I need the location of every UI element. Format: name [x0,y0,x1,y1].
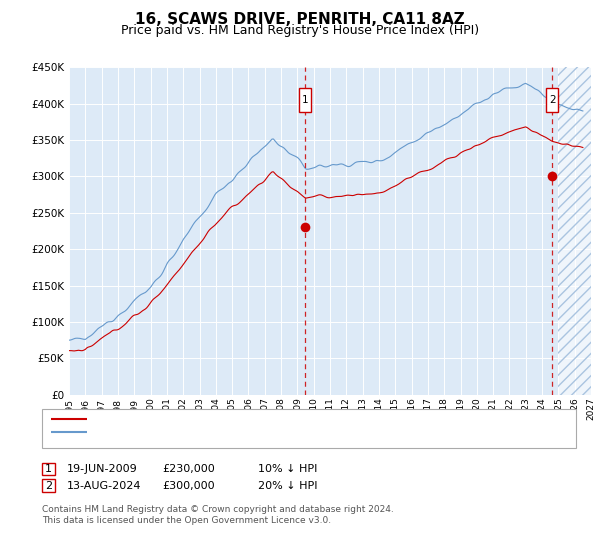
Text: £230,000: £230,000 [162,464,215,474]
Text: 2: 2 [549,95,556,105]
Text: 19-JUN-2009: 19-JUN-2009 [67,464,138,474]
Text: 1: 1 [302,95,308,105]
Text: 1: 1 [45,464,52,474]
Text: Contains HM Land Registry data © Crown copyright and database right 2024.
This d: Contains HM Land Registry data © Crown c… [42,505,394,525]
Text: 2: 2 [45,480,52,491]
FancyBboxPatch shape [547,88,558,111]
Bar [559,67,591,395]
Bar [559,67,591,395]
Text: 16, SCAWS DRIVE, PENRITH, CA11 8AZ: 16, SCAWS DRIVE, PENRITH, CA11 8AZ [135,12,465,27]
Text: 10% ↓ HPI: 10% ↓ HPI [258,464,317,474]
Text: 13-AUG-2024: 13-AUG-2024 [67,480,142,491]
FancyBboxPatch shape [299,88,311,111]
Text: 16, SCAWS DRIVE, PENRITH, CA11 8AZ (detached house): 16, SCAWS DRIVE, PENRITH, CA11 8AZ (deta… [93,414,390,424]
Text: HPI: Average price, detached house, Westmorland and Furness: HPI: Average price, detached house, West… [93,427,421,437]
Text: Price paid vs. HM Land Registry's House Price Index (HPI): Price paid vs. HM Land Registry's House … [121,24,479,36]
Text: £300,000: £300,000 [162,480,215,491]
Text: 20% ↓ HPI: 20% ↓ HPI [258,480,317,491]
